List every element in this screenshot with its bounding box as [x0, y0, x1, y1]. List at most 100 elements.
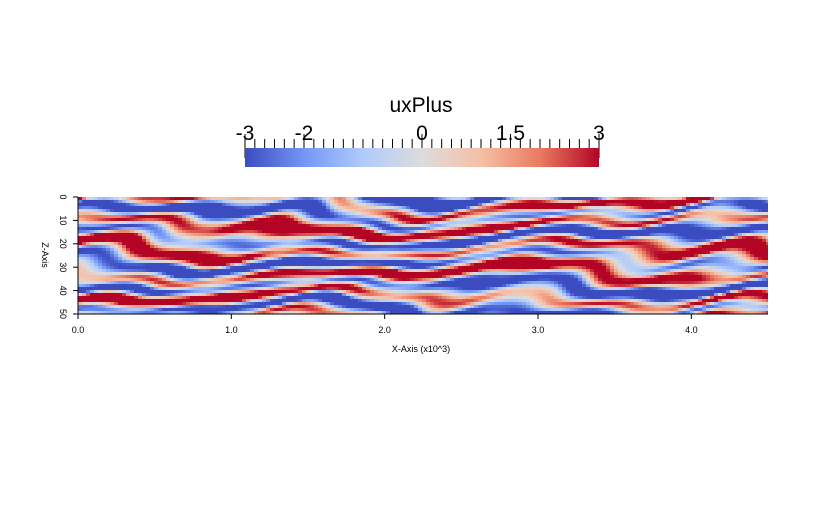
heatmap-cell [666, 203, 671, 207]
heatmap-cell [574, 272, 579, 276]
heatmap-cell [478, 200, 483, 204]
heatmap-cell [470, 242, 475, 246]
heatmap-cell [434, 215, 439, 219]
heatmap-cell [98, 251, 103, 255]
heatmap-cell [498, 212, 503, 216]
heatmap-cell [406, 245, 411, 249]
heatmap-cell [286, 245, 291, 249]
heatmap-cell [618, 239, 623, 243]
heatmap-cell [630, 230, 635, 234]
heatmap-cell [242, 251, 247, 255]
heatmap-cell [382, 203, 387, 207]
heatmap-cell [594, 245, 599, 249]
heatmap-cell [166, 245, 171, 249]
heatmap-cell [250, 236, 255, 240]
heatmap-cell [362, 266, 367, 270]
heatmap-cell [366, 266, 371, 270]
heatmap-cell [78, 254, 83, 258]
heatmap-cell [194, 224, 199, 228]
heatmap-cell [722, 236, 727, 240]
heatmap-cell [294, 236, 299, 240]
heatmap-cell [366, 257, 371, 261]
heatmap-cell [522, 203, 527, 207]
heatmap-cell [102, 230, 107, 234]
heatmap-cell [710, 266, 715, 270]
heatmap-cell [126, 248, 131, 252]
heatmap-cell [314, 248, 319, 252]
heatmap-cell [130, 215, 135, 219]
heatmap-cell [490, 215, 495, 219]
heatmap-cell [478, 269, 483, 273]
heatmap-cell [282, 239, 287, 243]
heatmap-cell [390, 281, 395, 285]
heatmap-cell [146, 221, 151, 225]
heatmap-cell [374, 242, 379, 246]
heatmap-cell [198, 218, 203, 222]
heatmap-cell [650, 251, 655, 255]
heatmap-cell [518, 248, 523, 252]
heatmap-cell [366, 275, 371, 279]
heatmap-cell [698, 248, 703, 252]
heatmap-cell [742, 218, 747, 222]
heatmap-cell [454, 260, 459, 264]
heatmap-cell [518, 278, 523, 282]
heatmap-cell [390, 272, 395, 276]
heatmap-cell [554, 239, 559, 243]
heatmap-cell [642, 230, 647, 234]
heatmap-cell [682, 218, 687, 222]
heatmap-cell [434, 251, 439, 255]
heatmap-cell [278, 254, 283, 258]
heatmap-cell [702, 218, 707, 222]
heatmap-cell [538, 248, 543, 252]
heatmap-cell [350, 266, 355, 270]
heatmap-cell [738, 215, 743, 219]
heatmap-cell [674, 254, 679, 258]
heatmap-cell [426, 275, 431, 279]
heatmap-cell [490, 239, 495, 243]
heatmap-cell [290, 224, 295, 228]
heatmap-cell [634, 203, 639, 207]
heatmap-cell [518, 206, 523, 210]
heatmap-cell [134, 263, 139, 267]
heatmap-cell [302, 254, 307, 258]
heatmap-cell [550, 248, 555, 252]
heatmap-cell [674, 200, 679, 204]
heatmap-cell [170, 278, 175, 282]
heatmap-cell [354, 200, 359, 204]
heatmap-cell [734, 266, 739, 270]
heatmap-cell [250, 212, 255, 216]
heatmap-cell [614, 218, 619, 222]
heatmap-cell [230, 278, 235, 282]
heatmap-cell [726, 263, 731, 267]
heatmap-cell [426, 200, 431, 204]
heatmap-cell [382, 281, 387, 285]
heatmap-cell [194, 230, 199, 234]
heatmap-cell [434, 272, 439, 276]
heatmap-cell [450, 200, 455, 204]
heatmap-cell [398, 209, 403, 213]
heatmap-cell [498, 266, 503, 270]
heatmap-cell [566, 254, 571, 258]
heatmap-cell [642, 248, 647, 252]
heatmap-cell [110, 200, 115, 204]
heatmap-cell [718, 257, 723, 261]
heatmap-cell [274, 233, 279, 237]
heatmap-cell [474, 197, 479, 201]
heatmap-cell [402, 236, 407, 240]
heatmap-cell [706, 218, 711, 222]
heatmap-cell [86, 242, 91, 246]
heatmap-cell [218, 200, 223, 204]
heatmap-cell [258, 206, 263, 210]
heatmap-cell [658, 221, 663, 225]
heatmap-cell [206, 227, 211, 231]
heatmap-cell [306, 272, 311, 276]
heatmap-cell [94, 221, 99, 225]
heatmap-cell [174, 203, 179, 207]
heatmap-cell [558, 233, 563, 237]
heatmap-cell [622, 197, 627, 201]
heatmap-cell [434, 269, 439, 273]
heatmap-cell [598, 230, 603, 234]
heatmap-cell [706, 245, 711, 249]
heatmap-cell [370, 245, 375, 249]
heatmap-cell [658, 248, 663, 252]
